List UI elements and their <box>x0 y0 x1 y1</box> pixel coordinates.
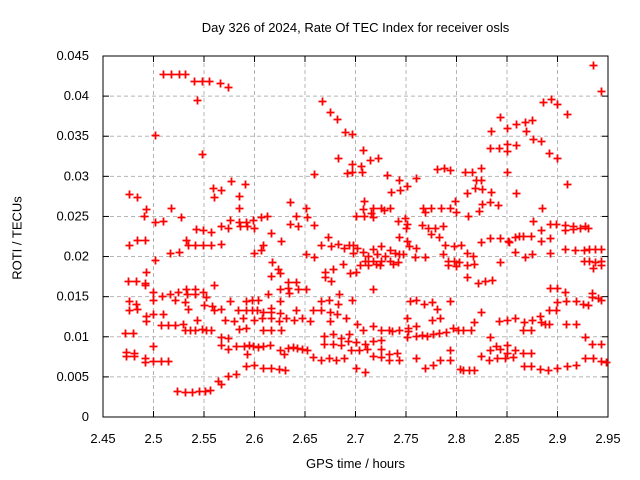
x-tick-label: 2.55 <box>191 431 216 446</box>
x-tick-label: 2.95 <box>595 431 620 446</box>
y-tick-label: 0.025 <box>56 208 89 223</box>
y-tick-label: 0.015 <box>56 289 89 304</box>
x-tick-label: 2.65 <box>292 431 317 446</box>
chart-title: Day 326 of 2024, Rate Of TEC Index for r… <box>201 20 510 35</box>
x-tick-label: 2.8 <box>447 431 465 446</box>
y-tick-label: 0 <box>82 409 89 424</box>
x-tick-label: 2.7 <box>346 431 364 446</box>
y-tick-label: 0.03 <box>64 168 89 183</box>
x-axis-label: GPS time / hours <box>306 456 405 471</box>
y-tick-label: 0.01 <box>64 329 89 344</box>
x-tick-label: 2.6 <box>245 431 263 446</box>
data-points <box>121 61 611 397</box>
x-tick-label: 2.85 <box>494 431 519 446</box>
y-tick-label: 0.005 <box>56 369 89 384</box>
x-tick-label: 2.9 <box>548 431 566 446</box>
x-tick-label: 2.5 <box>144 431 162 446</box>
x-tick-label: 2.75 <box>393 431 418 446</box>
x-tick-label: 2.45 <box>90 431 115 446</box>
y-tick-label: 0.045 <box>56 48 89 63</box>
y-tick-label: 0.02 <box>64 249 89 264</box>
y-tick-label: 0.04 <box>64 88 89 103</box>
y-tick-label: 0.035 <box>56 128 89 143</box>
